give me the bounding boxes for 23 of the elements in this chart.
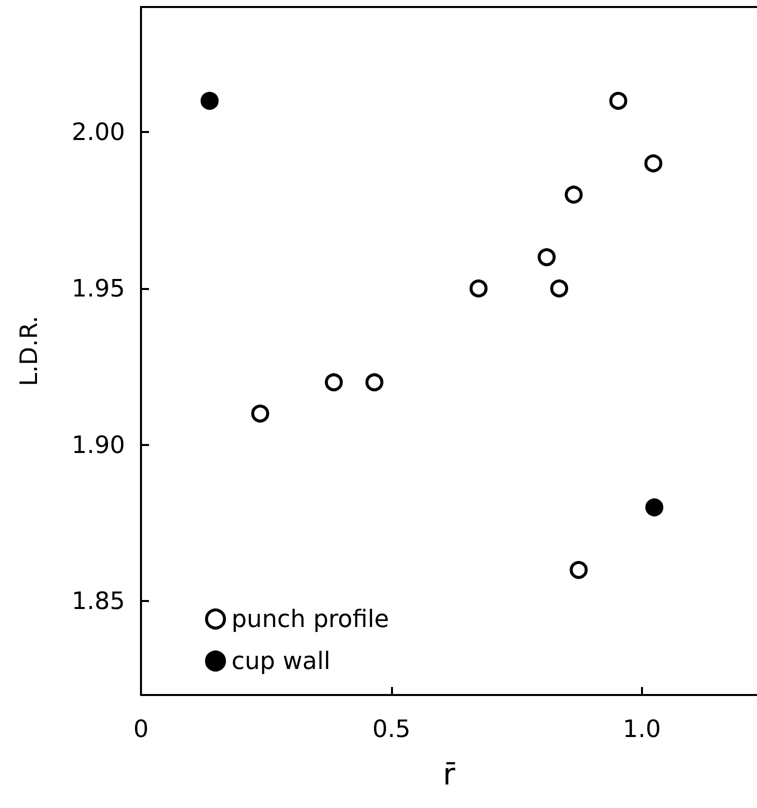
legend-label: cup wall: [232, 647, 330, 675]
point: [470, 279, 488, 298]
point: [570, 560, 588, 579]
x-tick-label: 0: [133, 715, 149, 743]
point: [564, 186, 583, 204]
point: [550, 279, 568, 298]
point: [538, 248, 556, 266]
y-axis-title: L.D.R.: [15, 316, 43, 386]
point: [644, 154, 662, 172]
y-tick-label: 1.85: [72, 587, 125, 616]
x-tick-label: 1.0: [622, 715, 661, 743]
point: [609, 92, 628, 110]
x-axis-title: r̄: [442, 758, 456, 792]
y-tick-label: 1.90: [72, 430, 125, 459]
legend-label: punch profile: [232, 605, 389, 633]
point: [251, 404, 270, 423]
y-tick-label: 1.95: [72, 274, 125, 302]
x-tick-label: 0.5: [372, 715, 410, 743]
y-tick-label: 2.00: [72, 118, 125, 146]
point: [645, 498, 664, 516]
point: [324, 373, 343, 392]
point: [365, 373, 384, 392]
point: [200, 92, 219, 110]
